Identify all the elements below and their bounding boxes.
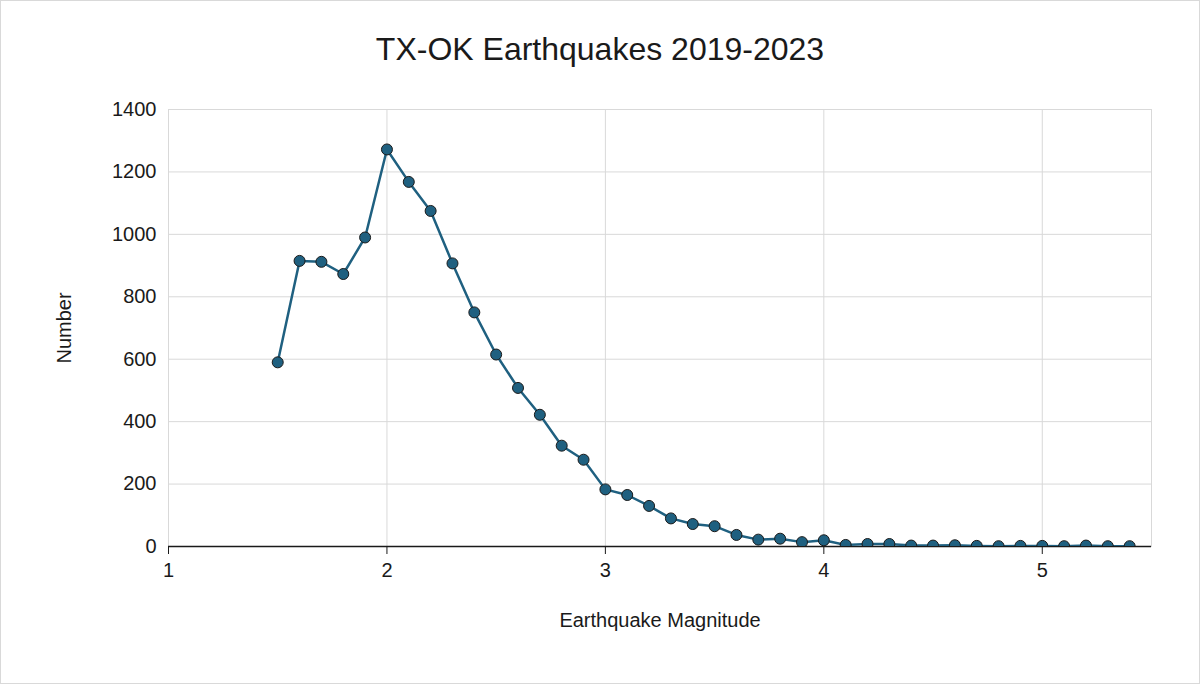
svg-text:1200: 1200	[112, 160, 157, 182]
svg-text:400: 400	[123, 410, 156, 432]
svg-text:5: 5	[1037, 559, 1048, 581]
svg-text:600: 600	[123, 348, 156, 370]
svg-text:Earthquake Magnitude: Earthquake Magnitude	[559, 609, 760, 631]
svg-text:4: 4	[818, 559, 829, 581]
svg-text:800: 800	[123, 285, 156, 307]
svg-text:3: 3	[600, 559, 611, 581]
svg-text:200: 200	[123, 472, 156, 494]
svg-text:Number: Number	[53, 292, 75, 363]
svg-text:1400: 1400	[112, 98, 157, 120]
svg-text:1000: 1000	[112, 223, 157, 245]
svg-text:1: 1	[163, 559, 174, 581]
svg-text:0: 0	[145, 535, 156, 557]
html-text:TX-OK Earthquakes 2019-2023: TX-OK Earthquakes 2019-2023	[375, 31, 825, 67]
svg-text:2: 2	[381, 559, 392, 581]
